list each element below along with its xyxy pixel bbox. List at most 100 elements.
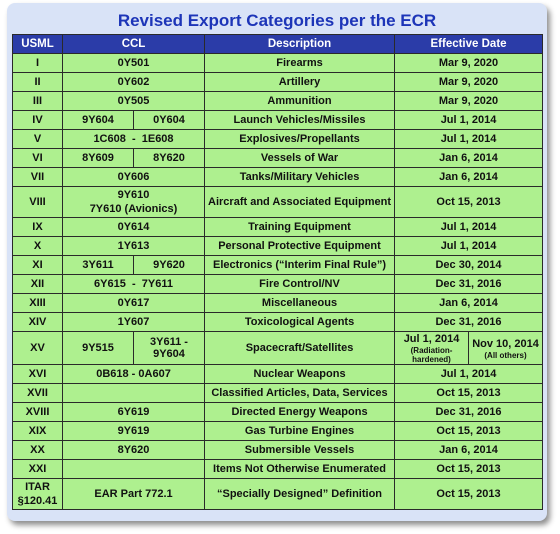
ccl-cell: 0Y501	[61, 53, 206, 73]
description-cell: Directed Energy Weapons	[204, 402, 396, 422]
description-cell: Training Equipment	[204, 217, 396, 237]
usml-line-1: ITAR	[25, 481, 50, 493]
date-cell: Oct 15, 2013	[394, 478, 544, 510]
ccl-cell-a: 8Y609	[62, 148, 134, 168]
description-cell: Ammunition	[204, 91, 396, 111]
ccl-cell-b: 8Y620	[132, 148, 206, 168]
date-cell: Jan 6, 2014	[394, 148, 544, 168]
date-cell: Oct 15, 2013	[394, 186, 544, 218]
ccl-cell: 6Y615 - 7Y611	[61, 274, 206, 294]
ccl-cell: 9Y610 7Y610 (Avionics)	[61, 186, 206, 218]
ccl-cell-a: 9Y604	[62, 110, 134, 130]
description-cell: Aircraft and Associated Equipment	[204, 186, 396, 218]
ccl-cell-b: 3Y611 - 9Y604	[132, 331, 206, 365]
usml-cell: VIII	[12, 186, 63, 218]
table-row: XVIII 6Y619 Directed Energy Weapons Dec …	[12, 402, 544, 422]
header-effective-date: Effective Date	[394, 34, 544, 54]
ccl-cell-b: 9Y620	[132, 255, 206, 275]
ccl-cell-a: 3Y611	[62, 255, 134, 275]
description-cell: Artillery	[204, 72, 396, 92]
header-description: Description	[204, 34, 396, 54]
ccl-cell: 9Y619	[61, 421, 206, 441]
ccl-line-1: 9Y610	[117, 189, 150, 201]
usml-cell: ITAR §120.41	[12, 478, 63, 510]
description-cell: Personal Protective Equipment	[204, 236, 396, 256]
table-row: VI 8Y609 8Y620 Vessels of War Jan 6, 201…	[12, 148, 544, 168]
description-cell: Spacecraft/Satellites	[204, 331, 396, 365]
usml-cell: III	[12, 91, 63, 111]
date-cell-a: Jul 1, 2014 (Radiation-hardened)	[394, 331, 470, 365]
table-row: XIII 0Y617 Miscellaneous Jan 6, 2014	[12, 293, 544, 313]
usml-cell: XI	[12, 255, 63, 275]
date-cell: Jul 1, 2014	[394, 129, 544, 149]
usml-cell: XVI	[12, 364, 63, 384]
table-row: IV 9Y604 0Y604 Launch Vehicles/Missiles …	[12, 110, 544, 130]
table-row: XII 6Y615 - 7Y611 Fire Control/NV Dec 31…	[12, 274, 544, 294]
usml-cell: XX	[12, 440, 63, 460]
date-cell: Mar 9, 2020	[394, 53, 544, 73]
ccl-cell: 1C608 - 1E608	[61, 129, 206, 149]
description-cell: Electronics (“Interim Final Rule”)	[204, 255, 396, 275]
usml-cell: II	[12, 72, 63, 92]
ccl-cell: 0Y505	[61, 91, 206, 111]
ccl-cell: 1Y613	[61, 236, 206, 256]
table-row: V 1C608 - 1E608 Explosives/Propellants J…	[12, 129, 544, 149]
slide-card: Revised Export Categories per the ECR US…	[7, 3, 547, 521]
ccl-cell: 0Y614	[61, 217, 206, 237]
usml-cell: I	[12, 53, 63, 73]
table-row: I 0Y501 Firearms Mar 9, 2020	[12, 53, 544, 73]
date-cell-b: Nov 10, 2014 (All others)	[468, 331, 544, 365]
ccl-cell-a: 9Y515	[62, 331, 134, 365]
ccl-cell	[61, 459, 206, 479]
usml-cell: V	[12, 129, 63, 149]
table-row: XX 8Y620 Submersible Vessels Jan 6, 2014	[12, 440, 544, 460]
table-row: XI 3Y611 9Y620 Electronics (“Interim Fin…	[12, 255, 544, 275]
description-cell: “Specially Designed” Definition	[204, 478, 396, 510]
usml-cell: VI	[12, 148, 63, 168]
description-cell: Vessels of War	[204, 148, 396, 168]
date-cell: Dec 31, 2016	[394, 312, 544, 332]
usml-cell: XII	[12, 274, 63, 294]
date-cell: Dec 30, 2014	[394, 255, 544, 275]
date-cell: Dec 31, 2016	[394, 274, 544, 294]
description-cell: Explosives/Propellants	[204, 129, 396, 149]
ccl-cell: 8Y620	[61, 440, 206, 460]
usml-cell: IV	[12, 110, 63, 130]
description-cell: Toxicological Agents	[204, 312, 396, 332]
table-row: VII 0Y606 Tanks/Military Vehicles Jan 6,…	[12, 167, 544, 187]
ccl-cell: EAR Part 772.1	[61, 478, 206, 510]
ccl-cell-b: 0Y604	[132, 110, 206, 130]
header-usml: USML	[12, 34, 63, 54]
description-cell: Items Not Otherwise Enumerated	[204, 459, 396, 479]
date-cell: Dec 31, 2016	[394, 402, 544, 422]
description-cell: Firearms	[204, 53, 396, 73]
ccl-cell: 1Y607	[61, 312, 206, 332]
date-cell: Oct 15, 2013	[394, 383, 544, 403]
ccl-cell: 0Y617	[61, 293, 206, 313]
date-cell: Jan 6, 2014	[394, 167, 544, 187]
ccl-line-2: 7Y610 (Avionics)	[89, 203, 178, 215]
page-title: Revised Export Categories per the ECR	[117, 11, 437, 30]
usml-cell: XV	[12, 331, 63, 365]
usml-cell: XIV	[12, 312, 63, 332]
table-row: XVI 0B618 - 0A607 Nuclear Weapons Jul 1,…	[12, 364, 544, 384]
date-cell: Mar 9, 2020	[394, 72, 544, 92]
date-note: (Radiation-hardened)	[410, 346, 453, 364]
date-cell: Jan 6, 2014	[394, 440, 544, 460]
usml-cell: XIII	[12, 293, 63, 313]
table-row: II 0Y602 Artillery Mar 9, 2020	[12, 72, 544, 92]
description-cell: Fire Control/NV	[204, 274, 396, 294]
usml-cell: IX	[12, 217, 63, 237]
date-cell: Mar 9, 2020	[394, 91, 544, 111]
header-row: USML CCL Description Effective Date	[12, 34, 544, 54]
date-cell: Jan 6, 2014	[394, 293, 544, 313]
usml-cell: X	[12, 236, 63, 256]
ccl-cell: 6Y619	[61, 402, 206, 422]
usml-cell: VII	[12, 167, 63, 187]
table-row: X 1Y613 Personal Protective Equipment Ju…	[12, 236, 544, 256]
date-value: Nov 10, 2014	[472, 337, 539, 350]
ccl-cell: 0Y602	[61, 72, 206, 92]
table-row: XVII Classified Articles, Data, Services…	[12, 383, 544, 403]
ccl-cell: 0Y606	[61, 167, 206, 187]
usml-cell: XVIII	[12, 402, 63, 422]
